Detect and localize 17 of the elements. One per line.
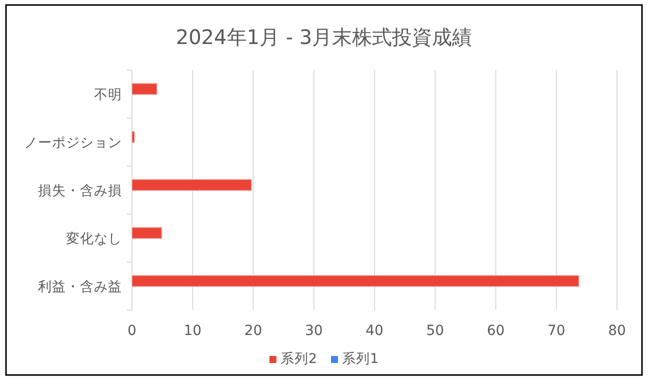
x-tick-label: 70 [547, 323, 566, 339]
legend-label: 系列2 [280, 351, 317, 367]
y-tick-label: ノーポジション [24, 135, 122, 151]
x-tick-label: 0 [128, 323, 136, 339]
x-tick-label: 30 [304, 323, 323, 339]
y-tick-label: 不明 [94, 87, 122, 103]
y-tick-label: 変化なし [66, 231, 122, 247]
chart-title: 2024年1月 - 3月末株式投資成績 [176, 25, 472, 49]
x-tick-label: 20 [244, 323, 262, 339]
x-tick-label: 80 [608, 323, 626, 339]
y-tick-label: 利益・含み益 [38, 279, 122, 295]
x-tick-label: 50 [426, 323, 444, 339]
x-tick-label: 40 [366, 323, 384, 339]
x-tick-label: 60 [486, 323, 505, 339]
x-tick-label: 10 [184, 323, 202, 339]
y-tick-label: 損失・含み損 [38, 183, 122, 199]
legend-label: 系列1 [342, 351, 379, 367]
